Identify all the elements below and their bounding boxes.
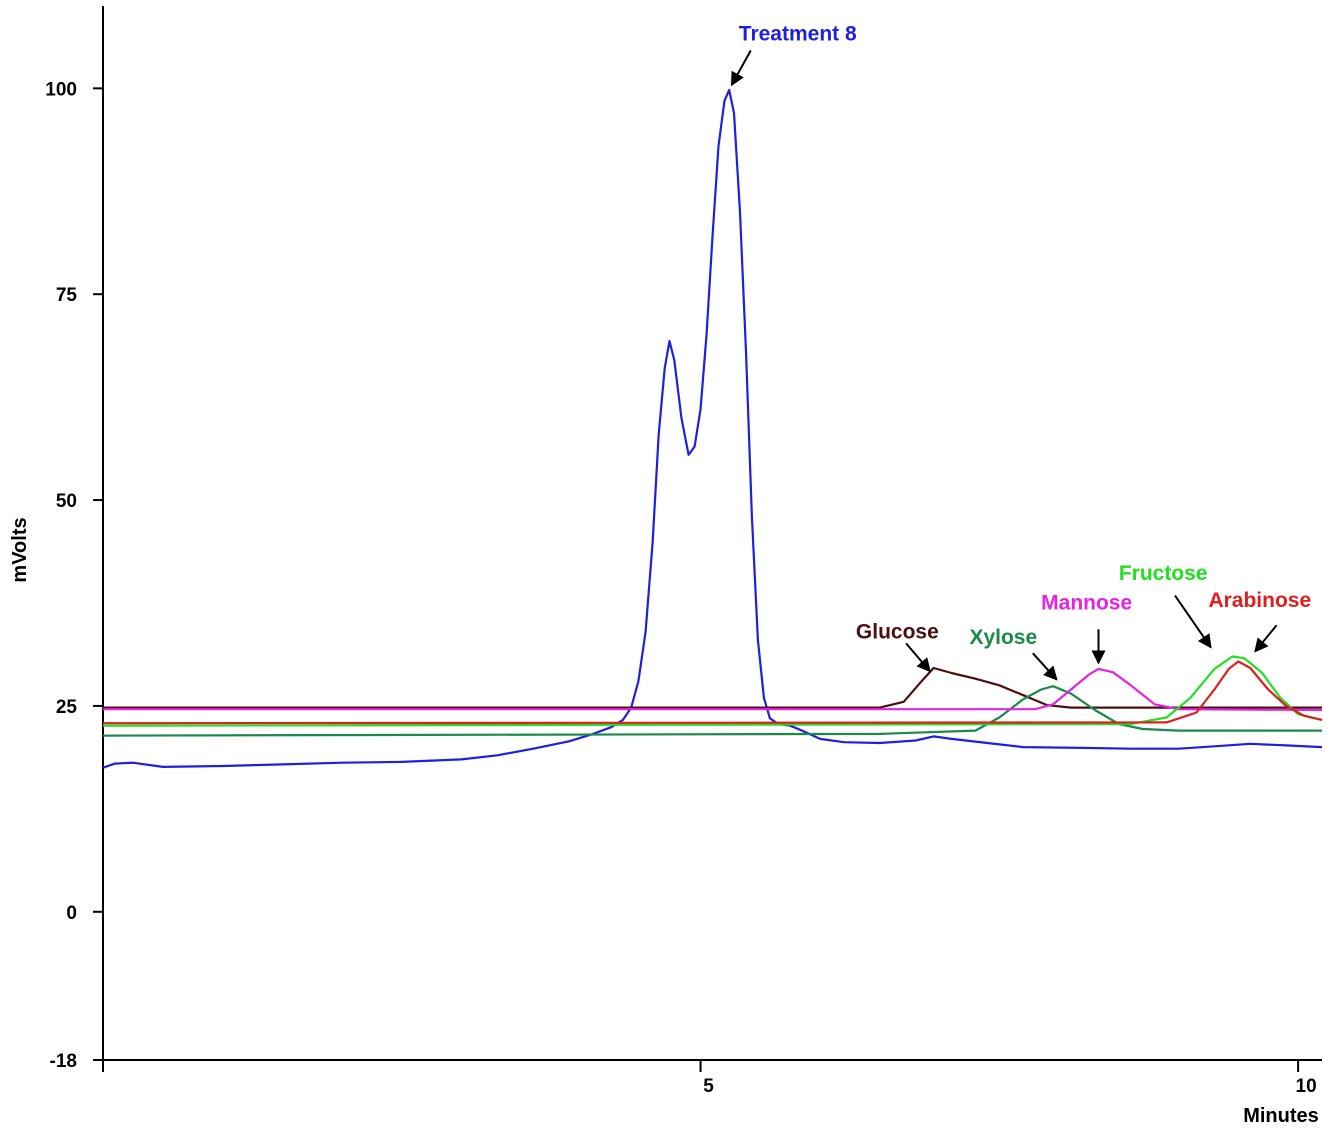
series-glucose [103,666,1322,709]
label-treatment-8: Treatment 8 [739,23,857,46]
y-axis-title: mVolts [9,517,31,582]
x-tick-label: 10 [1296,1076,1317,1097]
y-tick-label: -18 [50,1051,77,1072]
x-tick-label: 5 [703,1076,714,1097]
label-mannose: Mannose [1041,592,1132,615]
arrow-treatment-8 [730,49,752,87]
y-tick-label: 25 [56,697,78,718]
y-tick-label: 50 [56,491,77,512]
label-arabinose: Arabinose [1208,589,1311,612]
series-treatment-8 [102,88,1323,769]
y-tick-label: 0 [66,903,77,924]
arrow-xylose [1032,652,1058,681]
arrow-glucose [905,642,931,673]
series-fructose [102,655,1323,727]
arrow-fructose [1174,595,1212,649]
x-axis-title: Minutes [1243,1105,1319,1127]
axes: -18 0 25 50 75 100 5 10 [45,6,1322,1097]
arrow-arabinose [1254,624,1278,653]
label-fructose: Fructose [1119,562,1208,585]
series-mannose [103,667,1323,712]
series-arabinose [102,660,1323,725]
y-tick-label: 100 [45,79,77,100]
y-tick-label: 75 [56,285,78,306]
label-glucose: Glucose [856,620,939,643]
series-xylose [102,685,1322,737]
label-xylose: Xylose [969,626,1037,649]
series-layer [102,88,1323,769]
